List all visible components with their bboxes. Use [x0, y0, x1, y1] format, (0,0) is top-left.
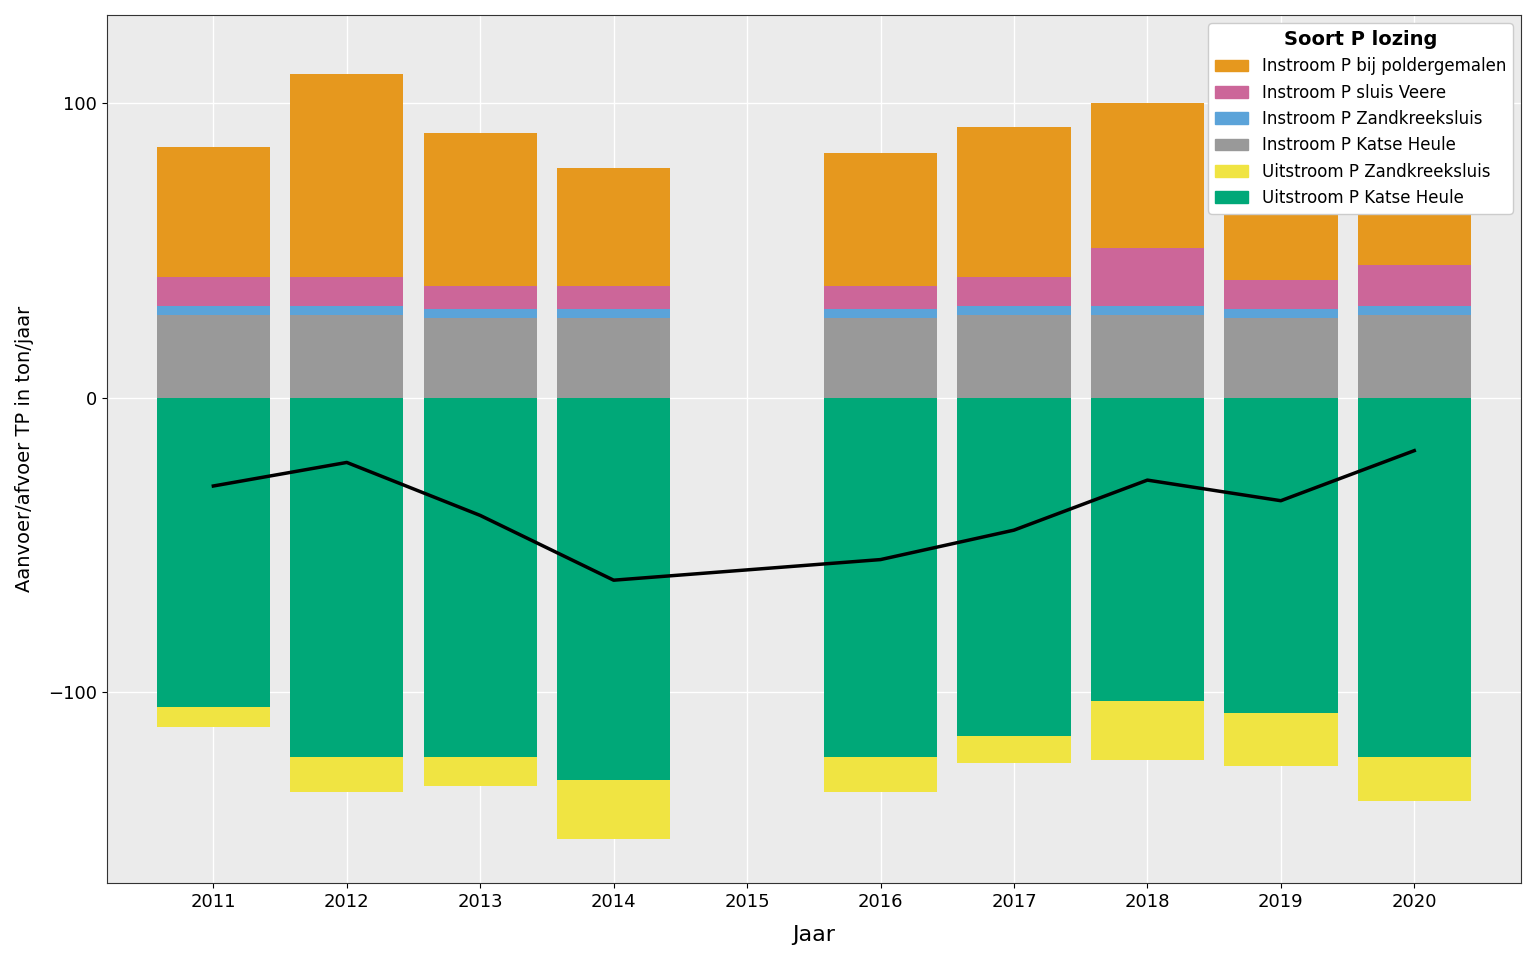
Bar — [1224, 280, 1338, 309]
Bar — [823, 318, 937, 397]
Bar — [1358, 50, 1471, 265]
Bar — [157, 707, 270, 728]
Bar — [823, 756, 937, 792]
Bar — [1091, 397, 1204, 701]
Y-axis label: Aanvoer/afvoer TP in ton/jaar: Aanvoer/afvoer TP in ton/jaar — [15, 306, 34, 592]
Bar — [157, 277, 270, 306]
Bar — [957, 277, 1071, 306]
Bar — [1358, 397, 1471, 756]
Bar — [1224, 309, 1338, 318]
Bar — [1091, 248, 1204, 306]
Bar — [1224, 712, 1338, 766]
Bar — [290, 397, 404, 756]
Bar — [957, 306, 1071, 315]
Bar — [558, 318, 670, 397]
Bar — [290, 74, 404, 277]
Bar — [157, 148, 270, 277]
Bar — [823, 309, 937, 318]
Bar — [290, 315, 404, 397]
Bar — [957, 315, 1071, 397]
Bar — [424, 286, 538, 309]
Bar — [157, 306, 270, 315]
Bar — [558, 780, 670, 839]
Bar — [1091, 315, 1204, 397]
Bar — [290, 277, 404, 306]
Bar — [558, 309, 670, 318]
Bar — [424, 309, 538, 318]
X-axis label: Jaar: Jaar — [793, 925, 836, 945]
Bar — [290, 306, 404, 315]
Bar — [558, 397, 670, 780]
Bar — [1224, 132, 1338, 280]
Bar — [558, 286, 670, 309]
Bar — [424, 397, 538, 756]
Bar — [957, 736, 1071, 762]
Legend: Instroom P bij poldergemalen, Instroom P sluis Veere, Instroom P Zandkreeksluis,: Instroom P bij poldergemalen, Instroom P… — [1209, 23, 1513, 214]
Bar — [823, 154, 937, 286]
Bar — [290, 756, 404, 792]
Bar — [1224, 397, 1338, 712]
Bar — [957, 397, 1071, 736]
Bar — [424, 318, 538, 397]
Bar — [1358, 315, 1471, 397]
Bar — [1091, 104, 1204, 248]
Bar — [1358, 306, 1471, 315]
Bar — [157, 397, 270, 707]
Bar — [558, 168, 670, 286]
Bar — [1358, 265, 1471, 306]
Bar — [1358, 756, 1471, 801]
Bar — [1224, 318, 1338, 397]
Bar — [1091, 701, 1204, 759]
Bar — [157, 315, 270, 397]
Bar — [1091, 306, 1204, 315]
Bar — [424, 132, 538, 286]
Bar — [823, 397, 937, 756]
Bar — [823, 286, 937, 309]
Bar — [424, 756, 538, 786]
Bar — [957, 127, 1071, 277]
